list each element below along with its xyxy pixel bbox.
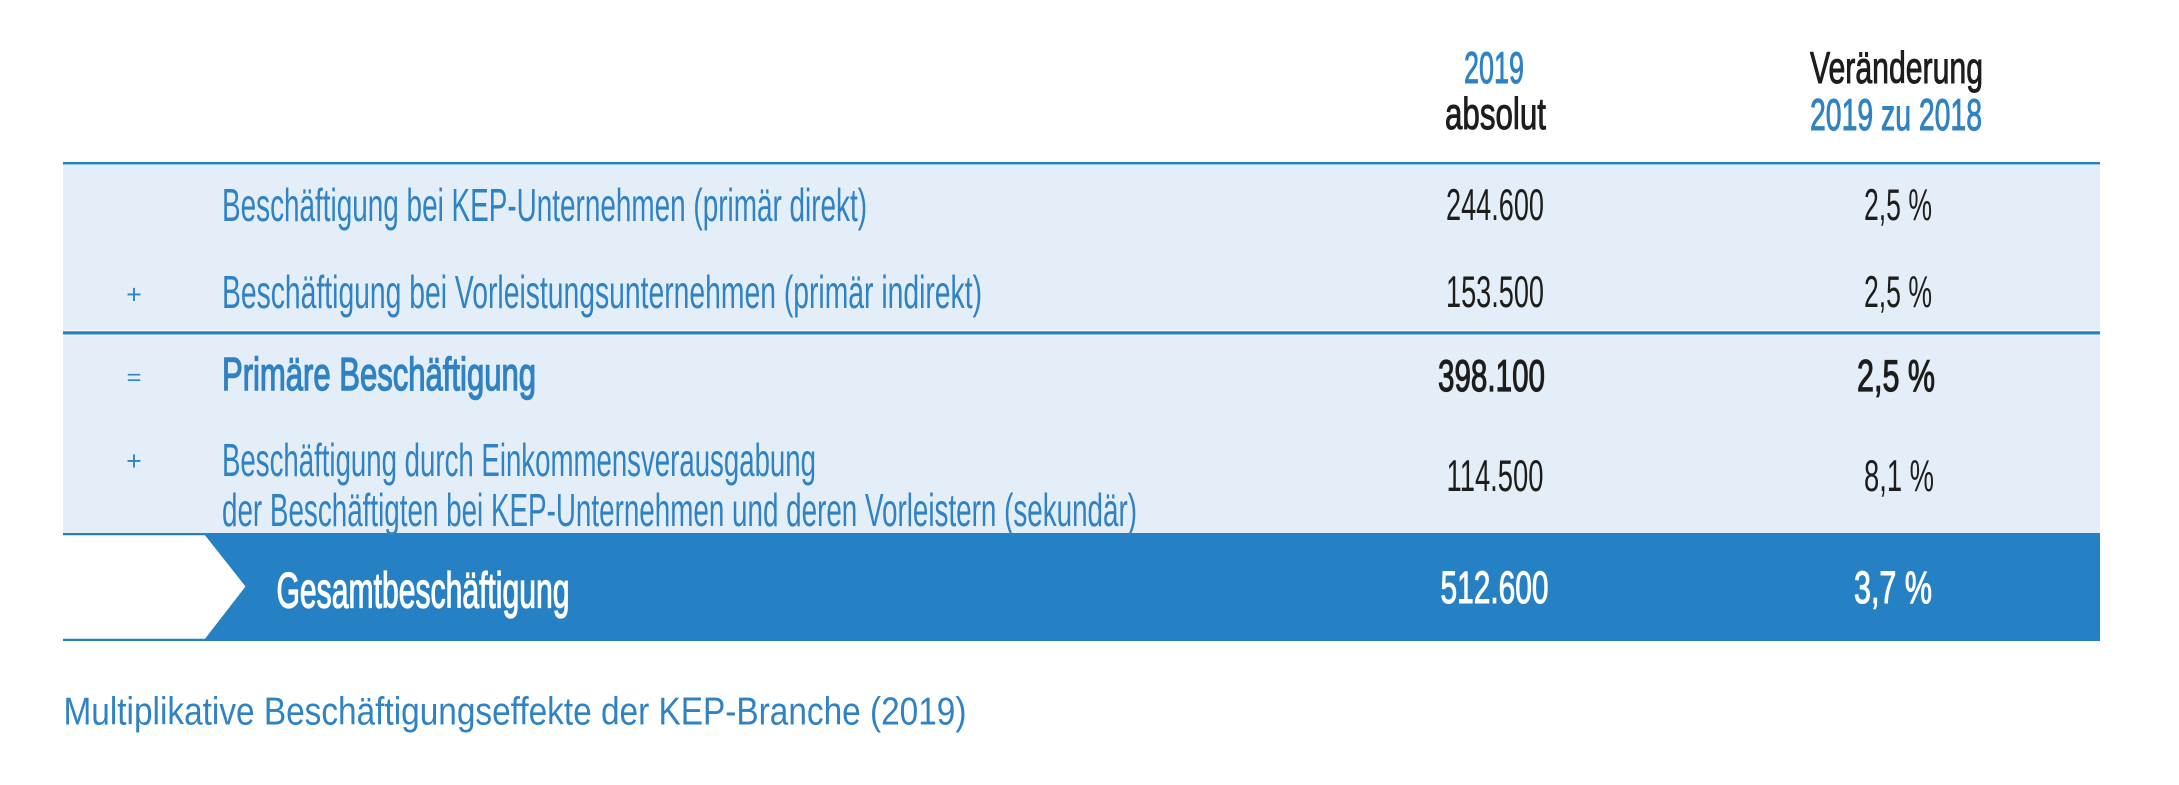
svg-text:2,5 %: 2,5 % <box>1864 181 1932 230</box>
svg-text:8,1 %: 8,1 % <box>1864 452 1934 501</box>
svg-text:398.100: 398.100 <box>1438 352 1545 401</box>
svg-text:Beschäftigung bei Vorleistungs: Beschäftigung bei Vorleistungsunternehme… <box>222 266 982 318</box>
svg-text:244.600: 244.600 <box>1446 181 1544 230</box>
svg-text:Primäre Beschäftigung: Primäre Beschäftigung <box>222 348 536 400</box>
svg-text:153.500: 153.500 <box>1446 268 1544 317</box>
svg-text:2019: 2019 <box>1464 44 1524 93</box>
svg-text:2,5 %: 2,5 % <box>1864 268 1932 317</box>
svg-text:512.600: 512.600 <box>1441 562 1549 613</box>
svg-text:3,7 %: 3,7 % <box>1854 562 1932 613</box>
svg-text:Beschäftigung bei KEP-Unterneh: Beschäftigung bei KEP-Unternehmen (primä… <box>222 179 867 231</box>
svg-text:absolut: absolut <box>1445 90 1546 139</box>
svg-text:Beschäftigung durch Einkommens: Beschäftigung durch Einkommensverausgabu… <box>222 434 816 486</box>
svg-text:=: = <box>127 365 142 390</box>
svg-text:der Beschäftigten bei KEP-Unte: der Beschäftigten bei KEP-Unternehmen un… <box>222 484 1137 536</box>
svg-text:Veränderung: Veränderung <box>1810 44 1983 93</box>
svg-text:+: + <box>126 280 142 310</box>
svg-text:Multiplikative Beschäftigungse: Multiplikative Beschäftigungseffekte der… <box>64 691 967 734</box>
svg-text:Gesamtbeschäftigung: Gesamtbeschäftigung <box>277 563 570 619</box>
svg-text:114.500: 114.500 <box>1447 452 1544 501</box>
svg-text:2,5 %: 2,5 % <box>1857 352 1935 401</box>
svg-text:+: + <box>126 446 142 476</box>
svg-text:2019 zu 2018: 2019 zu 2018 <box>1810 91 1982 140</box>
